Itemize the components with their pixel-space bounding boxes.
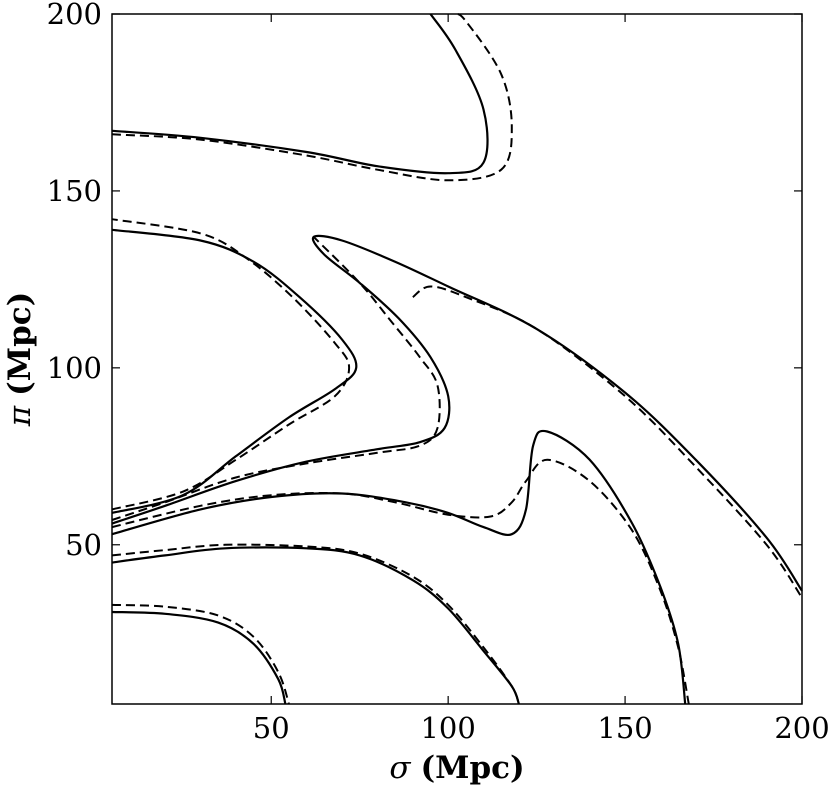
y-axis-unit: (Mpc) [2, 292, 38, 396]
x-tick-label-50: 50 [253, 711, 290, 745]
solid-contour-4 [111, 234, 803, 592]
contour-lines [111, 13, 803, 705]
y-axis-symbol: π [2, 405, 38, 427]
x-axis-unit: (Mpc) [420, 750, 524, 786]
x-axis-label: σ (Mpc) [389, 750, 524, 786]
y-tick-label-50: 50 [65, 528, 102, 562]
x-tick-label-200: 200 [774, 711, 829, 745]
dashed-contour-6 [111, 218, 351, 511]
dashed-contour-5 [412, 285, 803, 599]
axis-ticks: 50 100 150 200 50 100 150 200 [47, 0, 830, 745]
x-tick-label-150: 150 [597, 711, 652, 745]
dashed-contour-1 [111, 603, 290, 705]
solid-contour-5 [111, 228, 358, 514]
x-tick-label-100: 100 [420, 711, 475, 745]
solid-contour-1 [111, 610, 287, 705]
x-axis-symbol: σ [389, 750, 411, 786]
dashed-contour-3 [111, 458, 690, 705]
dashed-contour-4 [111, 236, 441, 521]
y-tick-label-100: 100 [47, 351, 102, 385]
plot-frame [111, 13, 803, 705]
y-axis-label: π (Mpc) [2, 292, 38, 428]
y-tick-label-200: 200 [47, 0, 102, 31]
y-tick-label-150: 150 [47, 174, 102, 208]
dashed-contour-2 [111, 543, 520, 705]
solid-contour-6 [111, 13, 489, 175]
solid-contour-3 [111, 429, 687, 705]
solid-contour-2 [111, 546, 520, 705]
dashed-contour-7 [111, 13, 513, 182]
